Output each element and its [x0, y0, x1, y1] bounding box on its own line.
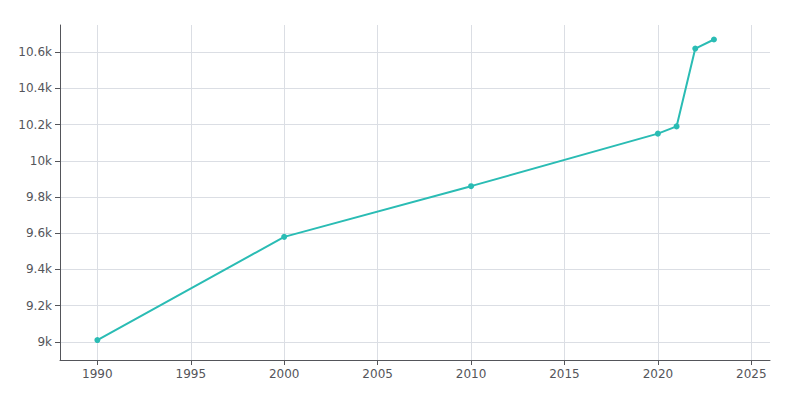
svg-text:2010: 2010 [456, 367, 487, 381]
svg-text:2025: 2025 [736, 367, 767, 381]
svg-text:10.4k: 10.4k [18, 81, 52, 95]
svg-text:1995: 1995 [176, 367, 207, 381]
svg-text:9.8k: 9.8k [26, 190, 52, 204]
svg-text:2000: 2000 [269, 367, 300, 381]
svg-text:2015: 2015 [549, 367, 580, 381]
svg-text:9.4k: 9.4k [26, 262, 52, 276]
svg-text:9.2k: 9.2k [26, 299, 52, 313]
svg-text:9k: 9k [37, 335, 52, 349]
svg-text:1990: 1990 [82, 367, 113, 381]
svg-text:10.6k: 10.6k [18, 45, 52, 59]
svg-text:10.2k: 10.2k [18, 118, 52, 132]
svg-text:2005: 2005 [362, 367, 393, 381]
svg-text:2020: 2020 [643, 367, 674, 381]
svg-text:9.6k: 9.6k [26, 226, 52, 240]
svg-text:10k: 10k [30, 154, 52, 168]
